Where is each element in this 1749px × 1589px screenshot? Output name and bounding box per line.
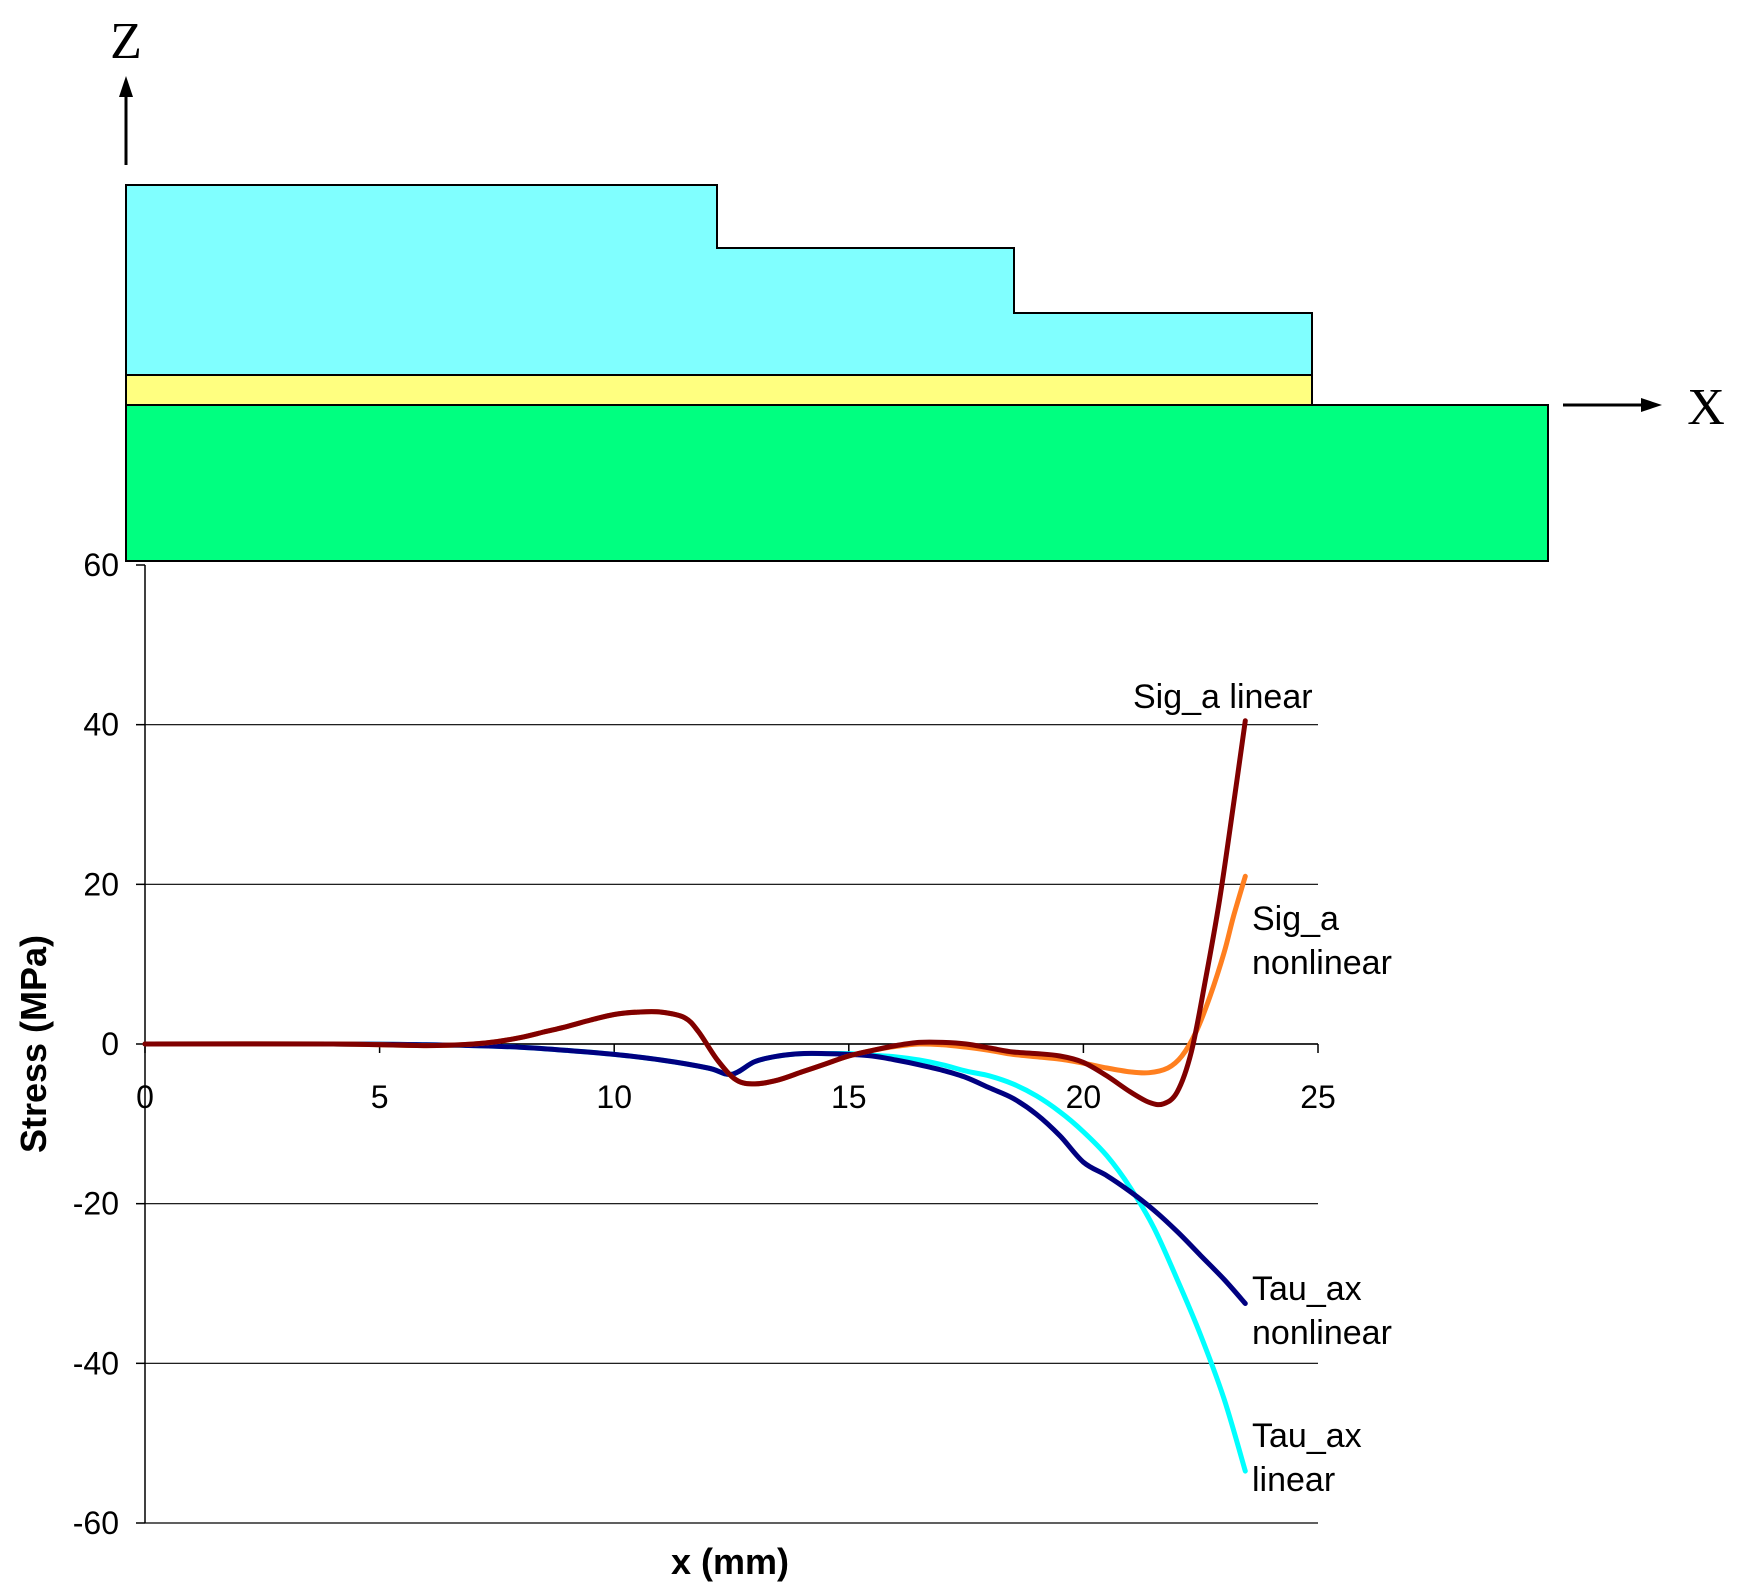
series-line-sig-a-nonlinear [142, 873, 1248, 1087]
series-label-tau-ax-nonlinear: Tau_ax nonlinear [1252, 1270, 1392, 1352]
y-tick-labels: -60 -40 -20 0 20 40 60 [73, 547, 119, 1541]
y-tick-label: 20 [83, 866, 119, 902]
series-label-sig-a-linear: Sig_a linear [1133, 678, 1313, 716]
series-line-tau-ax-nonlinear [142, 1041, 1248, 1306]
z-axis-arrowhead [119, 76, 133, 97]
series-labels: Sig_a linear Sig_a nonlinear Tau_ax nonlinea… [1133, 678, 1392, 1499]
y-tick-label: 0 [101, 1026, 119, 1062]
series-line-sig-a-linear [142, 718, 1248, 1108]
x-tick-label: 15 [831, 1079, 867, 1115]
y-tick-label: -20 [73, 1186, 119, 1222]
x-tick-label: 0 [136, 1079, 154, 1115]
z-axis-label: Z [110, 13, 142, 70]
series-label-sig-a-nonlinear: Sig_a nonlinear [1252, 900, 1392, 982]
y-axis-title: Stress (MPa) [13, 935, 54, 1153]
stepped-adherend [125, 184, 1313, 376]
x-tick-labels: 0 5 10 15 20 25 [136, 1079, 1336, 1115]
y-tick-label: -60 [73, 1505, 119, 1541]
schematic-diagram: Z X [110, 13, 1725, 562]
substrate-layer [125, 404, 1549, 562]
y-tick-label: 60 [83, 547, 119, 583]
adhesive-layer [125, 374, 1313, 406]
series-lines [142, 718, 1248, 1474]
x-axis-arrowhead [1641, 398, 1662, 412]
x-axis-title: x (mm) [671, 1541, 789, 1582]
x-tick-label: 10 [596, 1079, 632, 1115]
y-tick-label: 40 [83, 707, 119, 743]
x-tick-label: 20 [1066, 1079, 1102, 1115]
x-axis-diagram-label: X [1687, 379, 1725, 436]
x-tick-label: 25 [1300, 1079, 1336, 1115]
x-tick-label: 5 [371, 1079, 389, 1115]
gridlines [145, 724, 1318, 1524]
y-tick-label: -40 [73, 1345, 119, 1381]
series-label-tau-ax-linear: Tau_ax linear [1252, 1417, 1362, 1499]
stress-chart: -60 -40 -20 0 20 40 60 0 5 10 15 20 25 Sig_a linear… [13, 547, 1392, 1582]
